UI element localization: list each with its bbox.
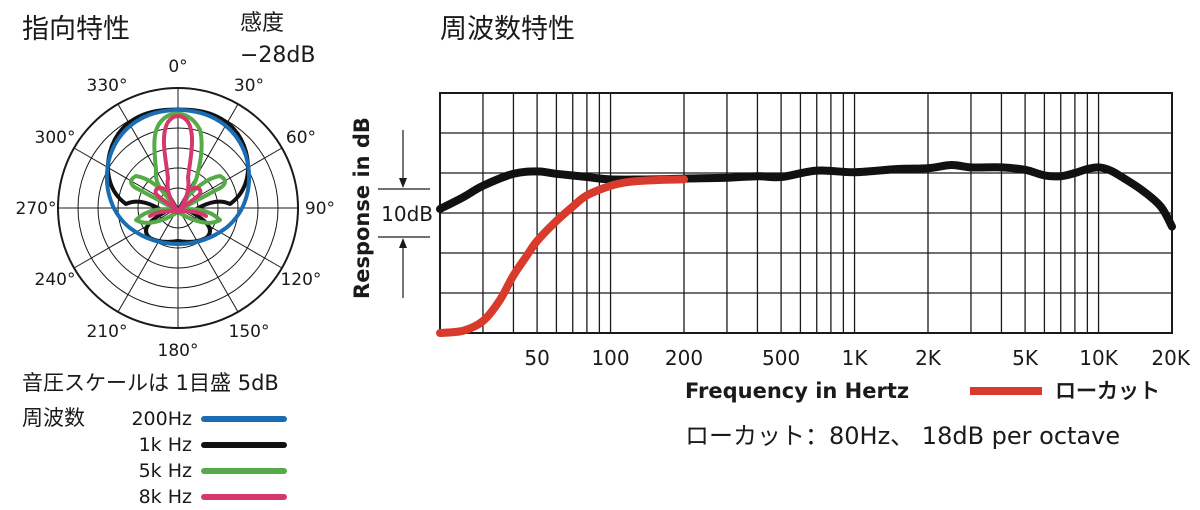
polar-curve-8k [148,114,208,218]
x-tick-label: 500 [762,346,800,370]
scale-marker [378,130,430,298]
x-axis-label: Frequency in Hertz [685,379,909,403]
x-tick-label: 1K [842,346,869,370]
polar-angle-label: 60° [286,128,316,148]
polar-curve-5k [129,111,227,225]
x-tick-label: 20K [1151,346,1190,370]
legend-title: 周波数 [22,406,85,430]
polar-spoke [177,207,239,313]
legend-label-lowcut: ローカット [1055,379,1160,403]
frequency-grid [439,92,1173,334]
polar-angle-labels: 0° 30° 60° 90° 120° 150° 180° 210° 240° 270° 300° 3… [16,57,336,361]
x-tick-labels: 50 100 200 500 1K 2K 5K 10K 20K [524,346,1191,370]
sensitivity-value: −28dB [240,43,316,68]
polar-angle-label: 30° [234,76,264,96]
polar-patterns [105,107,251,246]
polar-spoke [73,207,179,269]
x-tick-label: 10K [1079,346,1118,370]
polar-angle-label: 0° [168,57,187,77]
polar-angle-label: 330° [87,76,128,96]
x-tick-label: 100 [591,346,629,370]
polar-angle-label: 300° [35,128,76,148]
polar-curve-1k [106,107,250,244]
polar-title: 指向特性 [22,14,130,45]
polar-angle-label: 90° [305,199,335,219]
sensitivity-label: 感度 [240,11,284,36]
polar-angle-label: 270° [16,199,57,219]
polar-angle-label: 210° [87,322,128,342]
legend-label-8k: 8k Hz [139,486,192,508]
polar-angle-label: 240° [35,270,76,290]
x-tick-label: 50 [524,346,549,370]
polar-spoke [177,207,283,269]
lowcut-annotation: ローカット：80Hz、 18dB per octave [685,422,1120,450]
polar-angle-label: 120° [280,270,321,290]
scale-note: 音圧スケールは 1目盛 5dB [22,371,279,395]
polar-angle-label: 180° [158,341,199,361]
x-tick-label: 200 [665,346,703,370]
x-tick-label: 2K [915,346,942,370]
legend-label-5k: 5k Hz [139,460,192,482]
y-axis-label: Response in dB [350,117,374,299]
chart-title: 周波数特性 [440,14,575,45]
legend-label-1k: 1k Hz [139,434,192,456]
polar-spoke [117,207,179,313]
series-line-response [436,161,1176,231]
polar-angle-label: 150° [229,322,270,342]
series-line-lowcut [436,175,688,337]
x-tick-label: 5K [1012,346,1039,370]
legend-label-200hz: 200Hz [131,408,192,430]
frequency-series [436,161,1176,337]
scale-marker-label: 10dB [381,202,433,226]
polar-curve-200hz [105,108,251,246]
